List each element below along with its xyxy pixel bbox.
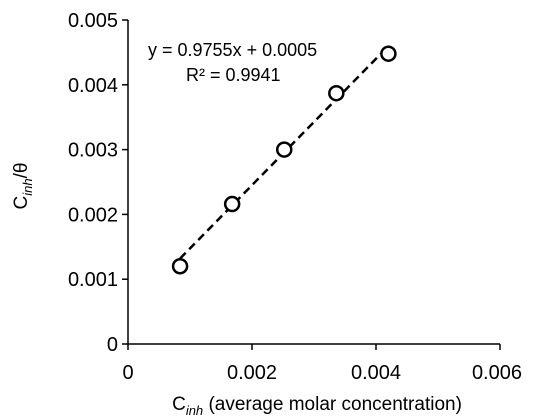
data-point	[328, 84, 345, 102]
y-tick-label: 0.003	[68, 140, 118, 162]
x-tick-label: 0.004	[351, 362, 401, 384]
plot-area: 0 0.001 0.002 0.003 0.004 0.005 0 0.002 0.004 0.…	[68, 10, 522, 384]
data-point	[275, 141, 293, 158]
trendline-equation: y = 0.9755x + 0.0005	[148, 40, 317, 60]
x-axis-title-symbol: C	[172, 394, 186, 415]
y-axis-title-symbol: C	[11, 196, 32, 210]
data-point	[223, 195, 241, 213]
y-tick-label: 0.002	[68, 204, 118, 226]
y-tick-label: 0.004	[68, 75, 118, 97]
x-ticks: 0 0.002 0.004 0.006	[122, 344, 522, 384]
y-tick-label: 0	[107, 334, 118, 356]
data-point	[171, 257, 189, 275]
r-squared-label: R² = 0.9941	[186, 65, 281, 85]
x-tick-label: 0.002	[227, 362, 277, 384]
y-axis-title-subscript: inh	[20, 178, 35, 195]
x-axis-title: Cinh (average molar concentration)	[172, 394, 462, 418]
data-point	[380, 45, 397, 62]
y-tick-label: 0.001	[68, 269, 118, 291]
x-tick-label: 0	[122, 362, 133, 384]
y-axis-title: Cinh/θ	[11, 163, 35, 210]
x-tick-label: 0.006	[472, 362, 522, 384]
x-axis-title-rest: (average molar concentration)	[203, 394, 462, 415]
y-ticks: 0 0.001 0.002 0.003 0.004 0.005	[68, 10, 128, 356]
data-points	[171, 45, 397, 275]
y-axis-title-rest: /θ	[11, 163, 32, 179]
y-tick-label: 0.005	[68, 10, 118, 32]
x-axis-title-subscript: inh	[186, 403, 203, 418]
